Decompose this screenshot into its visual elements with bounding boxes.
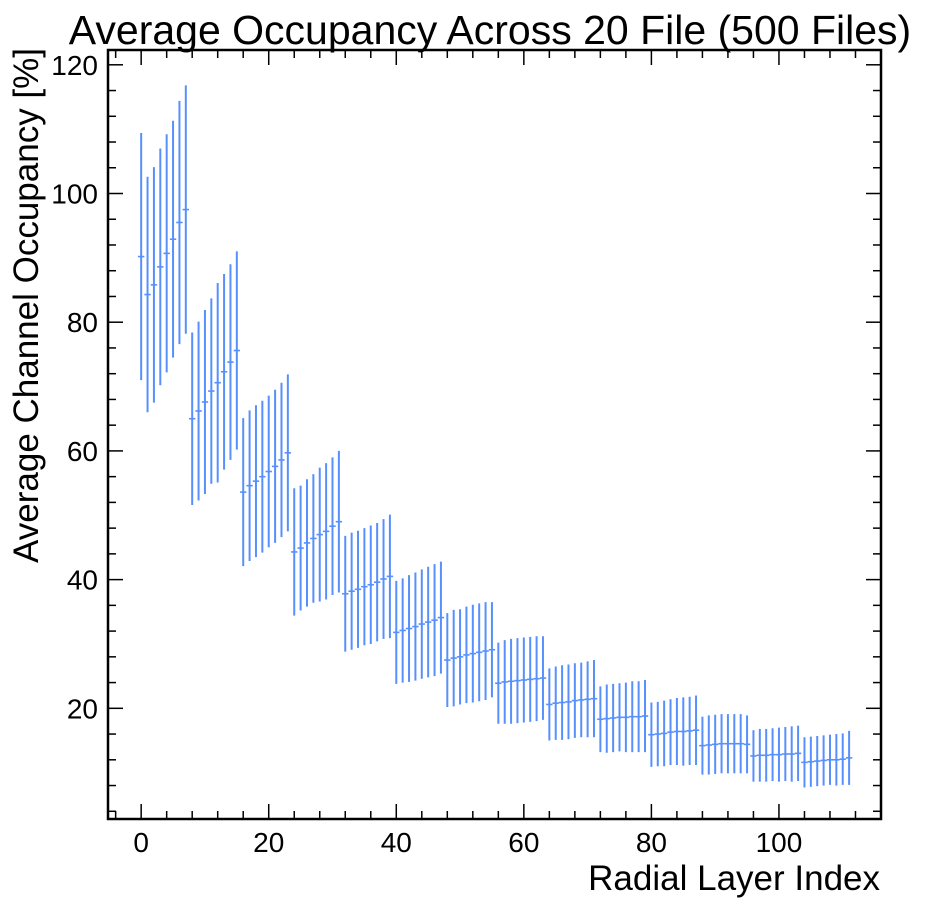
x-tick-label: 100 <box>756 827 803 858</box>
data-series <box>137 85 853 788</box>
x-tick-label: 0 <box>133 827 149 858</box>
axis-tick-labels: 0 20 40 60 80 100 20 40 60 80 100 120 <box>51 50 802 858</box>
y-tick-label: 80 <box>67 307 98 338</box>
y-tick-label: 40 <box>67 565 98 596</box>
y-tick-label: 60 <box>67 436 98 467</box>
chart-title: Average Occupancy Across 20 File (500 Fi… <box>69 7 911 53</box>
x-tick-label: 60 <box>508 827 539 858</box>
y-axis-label: Average Channel Occupancy [%] <box>7 48 46 563</box>
y-tick-label: 120 <box>51 50 98 81</box>
x-tick-label: 80 <box>636 827 667 858</box>
y-tick-label: 100 <box>51 179 98 210</box>
x-axis-label: Radial Layer Index <box>588 859 880 898</box>
x-tick-label: 40 <box>381 827 412 858</box>
plot-frame <box>106 48 883 821</box>
x-tick-label: 20 <box>253 827 284 858</box>
y-tick-label: 20 <box>67 693 98 724</box>
